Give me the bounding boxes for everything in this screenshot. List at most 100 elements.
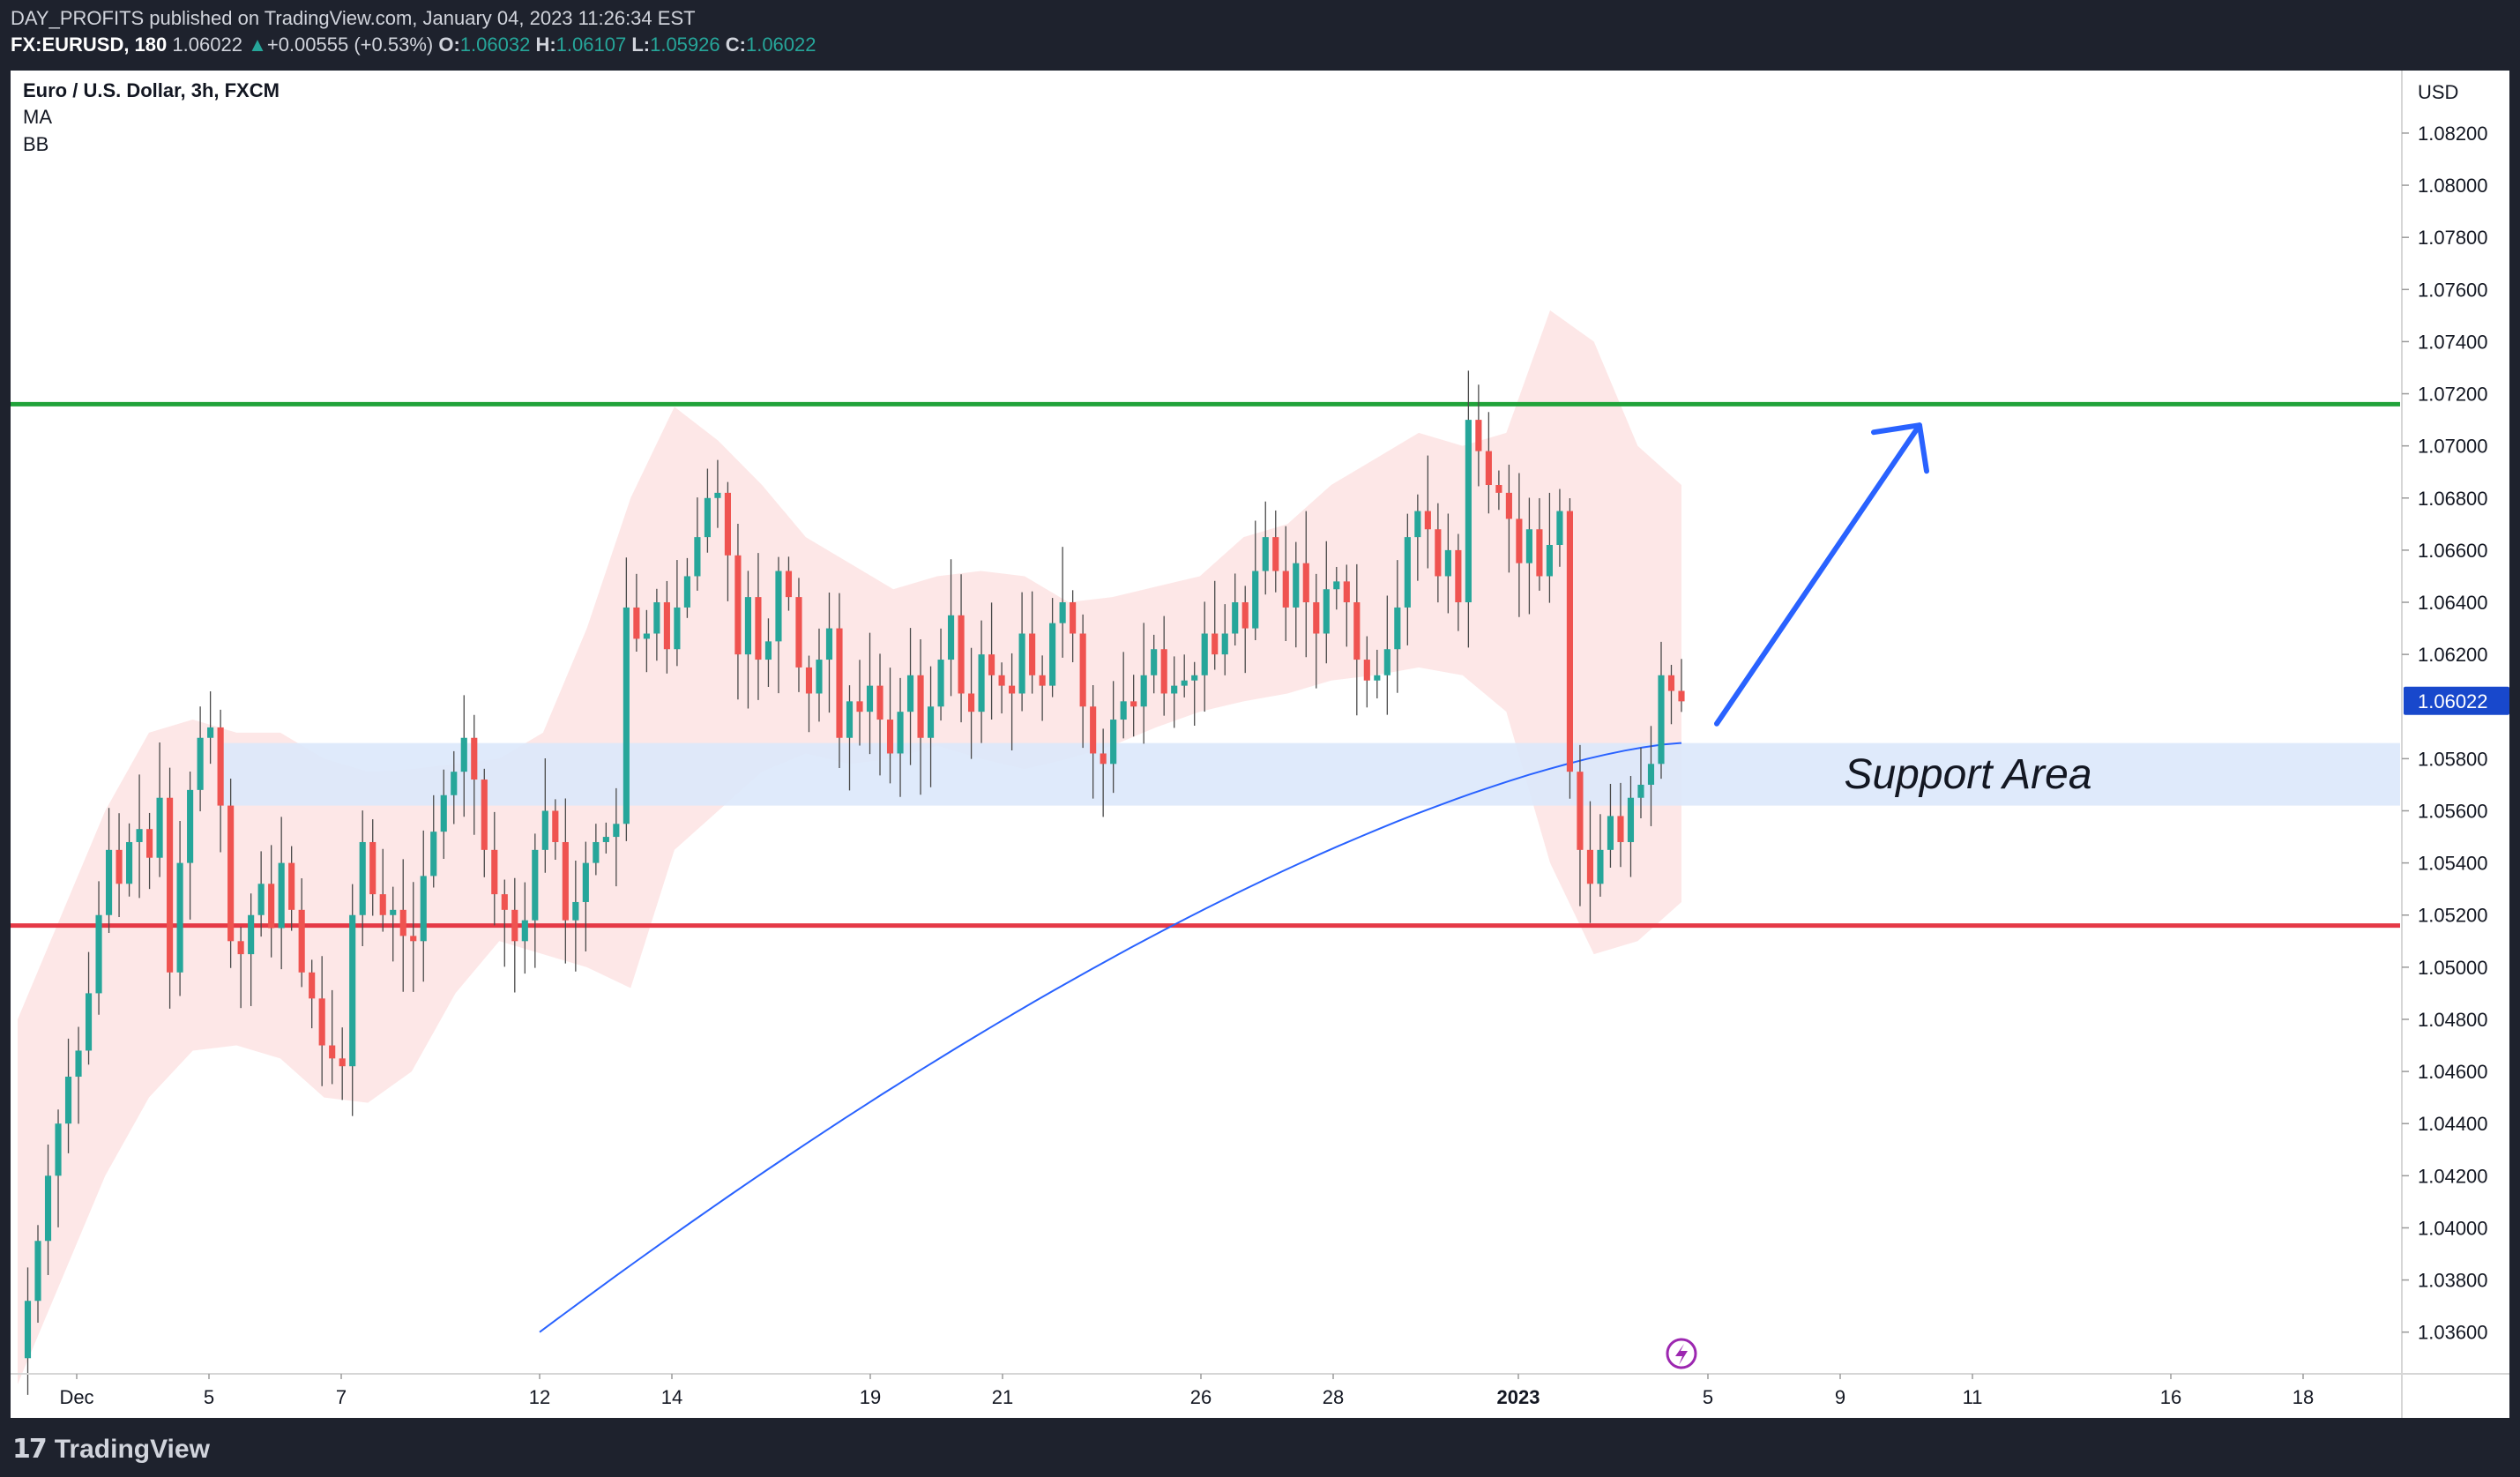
candle[interactable] [75, 1026, 82, 1124]
candle[interactable] [816, 628, 823, 722]
candle[interactable] [1232, 573, 1239, 646]
candle[interactable] [825, 593, 833, 713]
candle[interactable] [349, 884, 356, 1116]
candle[interactable] [410, 882, 417, 992]
candle[interactable] [734, 523, 742, 700]
candle[interactable] [309, 959, 316, 1029]
candle[interactable] [1212, 580, 1219, 670]
candle[interactable] [237, 927, 244, 1009]
candle[interactable] [988, 602, 995, 720]
candle[interactable] [1039, 655, 1046, 721]
candle[interactable] [602, 822, 609, 854]
candle[interactable] [856, 660, 863, 746]
candle[interactable] [663, 580, 670, 674]
candle[interactable] [420, 830, 427, 982]
candle[interactable] [1181, 654, 1188, 697]
candle[interactable] [390, 886, 397, 962]
candle[interactable] [1130, 675, 1137, 737]
candle[interactable] [1414, 494, 1421, 581]
candle[interactable] [532, 833, 539, 968]
candle[interactable] [876, 653, 883, 776]
candle[interactable] [1151, 634, 1158, 694]
candle[interactable] [1262, 501, 1269, 595]
tradingview-logo[interactable]: 𝟭𝟳 TradingView [12, 1434, 210, 1465]
candle[interactable] [471, 714, 478, 835]
candle[interactable] [1313, 573, 1320, 689]
candle[interactable] [886, 668, 894, 784]
candle[interactable] [1617, 782, 1624, 868]
candle[interactable] [643, 609, 650, 673]
price-chart[interactable]: Support Area USD 1.08200 1.08000 1.07800 1.0… [11, 71, 2509, 1418]
candle[interactable] [430, 794, 437, 888]
candle[interactable] [1383, 595, 1390, 715]
candle[interactable] [1485, 412, 1492, 514]
candle[interactable] [34, 1225, 41, 1324]
candle[interactable] [64, 1038, 72, 1153]
candle[interactable] [1597, 814, 1604, 897]
candle[interactable] [521, 882, 528, 974]
candle[interactable] [1647, 726, 1655, 826]
candle[interactable] [1566, 498, 1573, 799]
candle[interactable] [836, 593, 843, 768]
candle[interactable] [1505, 464, 1512, 573]
candle[interactable] [85, 951, 93, 1065]
candle[interactable] [460, 695, 467, 817]
candle[interactable] [187, 771, 194, 920]
candle[interactable] [1049, 598, 1056, 697]
candle[interactable] [613, 787, 620, 887]
projection-arrow[interactable] [1714, 422, 1922, 727]
candle[interactable] [359, 810, 366, 946]
candle[interactable] [1363, 636, 1370, 708]
candle[interactable] [582, 841, 589, 951]
candle[interactable] [440, 769, 447, 859]
candle[interactable] [694, 497, 701, 591]
candle[interactable] [1525, 497, 1532, 615]
candle[interactable] [491, 811, 498, 926]
candle[interactable] [1201, 601, 1208, 712]
candle[interactable] [1090, 685, 1097, 799]
candle[interactable] [795, 578, 802, 692]
candle[interactable] [785, 556, 793, 611]
candle[interactable] [704, 468, 711, 553]
candle[interactable] [1394, 560, 1401, 693]
candle[interactable] [156, 742, 163, 877]
candle[interactable] [1536, 497, 1543, 591]
candle[interactable] [1191, 661, 1198, 726]
candle[interactable] [623, 557, 630, 841]
candle[interactable] [197, 706, 204, 812]
candle[interactable] [1302, 511, 1309, 658]
candle[interactable] [339, 1027, 346, 1100]
candle[interactable] [1272, 510, 1279, 593]
candle[interactable] [562, 798, 569, 964]
candle[interactable] [714, 459, 721, 528]
candle[interactable] [1293, 541, 1300, 648]
candle[interactable] [744, 571, 752, 709]
candle[interactable] [329, 989, 336, 1085]
candle[interactable] [978, 620, 985, 743]
candle[interactable] [227, 779, 235, 968]
candle[interactable] [1221, 604, 1228, 675]
candle[interactable] [917, 638, 924, 795]
candle[interactable] [846, 685, 854, 791]
candle[interactable] [146, 812, 153, 890]
candle[interactable] [217, 709, 224, 853]
candle[interactable] [572, 861, 579, 972]
candle[interactable] [927, 666, 935, 787]
candle[interactable] [1658, 641, 1665, 780]
candle[interactable] [298, 878, 305, 988]
candle[interactable] [501, 879, 508, 967]
candle[interactable] [866, 632, 874, 755]
candle[interactable] [1282, 526, 1289, 641]
candle[interactable] [1627, 775, 1635, 877]
candle[interactable] [1495, 470, 1502, 511]
candle[interactable] [724, 481, 731, 601]
candle[interactable] [257, 851, 265, 937]
candle[interactable] [958, 574, 965, 723]
candle[interactable] [1374, 649, 1381, 699]
candle[interactable] [775, 556, 782, 694]
candle[interactable] [116, 813, 123, 918]
candle[interactable] [1241, 586, 1249, 674]
candle[interactable] [288, 846, 295, 931]
candle[interactable] [1079, 614, 1086, 749]
candle[interactable] [906, 628, 914, 765]
